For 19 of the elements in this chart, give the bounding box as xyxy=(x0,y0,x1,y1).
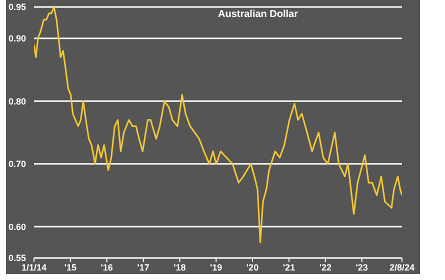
x-tick-label: '18 xyxy=(174,262,186,272)
y-tick-label: 0.80 xyxy=(8,96,26,106)
line-series xyxy=(34,7,402,244)
x-tick-label: '17 xyxy=(137,262,150,272)
x-tick-label: '22 xyxy=(319,262,332,272)
y-tick-label: 0.70 xyxy=(8,159,26,170)
x-tick-label: 1/1/14 xyxy=(21,262,47,272)
y-tick-label: 0.95 xyxy=(8,2,26,12)
x-tick-label: '19 xyxy=(210,262,222,272)
y-tick-label: 0.55 xyxy=(8,253,26,264)
x-tick-label: '23 xyxy=(356,262,368,272)
x-tick-label: '15 xyxy=(64,262,76,272)
chart-title: Australian Dollar xyxy=(218,9,298,20)
x-tick-label: '21 xyxy=(282,262,296,272)
x-tick-label: 2/8/24 xyxy=(389,262,415,272)
x-tick-label: '16 xyxy=(100,262,113,272)
y-tick-label: 0.90 xyxy=(8,34,26,44)
y-tick-label: 0.60 xyxy=(8,222,26,232)
x-tick-label: '20 xyxy=(246,262,259,272)
